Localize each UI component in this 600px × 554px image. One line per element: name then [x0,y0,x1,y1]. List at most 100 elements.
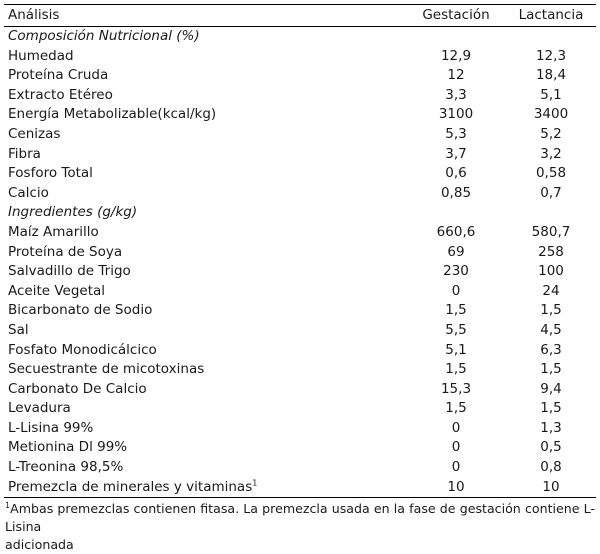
section-row-composicion: Composición Nutricional (%) [4,27,596,47]
table-row: Secuestrante de micotoxinas 1,5 1,5 [4,360,596,380]
row-lactancia: 3,2 [540,145,562,162]
footnote-text-1: Ambas premezclas contienen fitasa. La pr… [5,501,595,534]
row-gestacion: 10 [447,478,465,495]
table-row: Humedad 12,9 12,3 [4,47,596,67]
row-gestacion: 5,5 [445,321,467,338]
row-lactancia: 5,2 [540,125,562,142]
row-gestacion: 0 [451,439,461,456]
row-lactancia: 24 [542,282,560,299]
table-row: Fosforo Total 0,6 0,58 [4,164,596,184]
row-gestacion: 69 [447,243,465,260]
row-lactancia: 6,3 [540,341,562,358]
row-gestacion: 0,85 [440,184,472,201]
section-title-composicion: Composición Nutricional (%) [8,28,200,44]
row-label: Salvadillo de Trigo [8,263,131,280]
row-lactancia: 0,5 [540,439,562,456]
table-row: Fibra 3,7 3,2 [4,145,596,165]
row-label: Levadura [8,400,71,417]
row-label: Sal [8,321,29,338]
row-gestacion: 1,5 [445,361,467,378]
row-label: Premezcla de minerales y vitaminas1 [4,478,406,498]
footnote-line-1: 1Ambas premezclas contienen fitasa. La p… [5,500,595,536]
row-lactancia: 100 [538,263,564,280]
row-label: Metionina Dl 99% [8,439,128,456]
row-label: L-Treonina 98,5% [8,459,124,476]
row-gestacion: 3,3 [445,86,467,103]
row-gestacion: 5,1 [445,341,467,358]
row-lactancia: 0,7 [540,184,562,201]
row-label: Secuestrante de micotoxinas [8,361,205,378]
row-gestacion: 0 [451,282,461,299]
row-lactancia: 10 [542,478,560,495]
row-gestacion: 5,3 [445,125,467,142]
row-label: Fosfato Monodicálcico [8,341,157,358]
section-title-ingredientes: Ingredientes (g/kg) [8,204,138,221]
table-row: Sal 5,5 4,5 [4,321,596,341]
footnote-line-2: adicionada [5,537,74,552]
row-lactancia: 3400 [533,106,569,123]
row-lactancia: 9,4 [540,380,562,397]
row-label-text: Premezcla de minerales y vitaminas [8,478,253,495]
table-row: Proteína Cruda 12 18,4 [4,66,596,86]
row-label: Calcio [8,184,49,201]
table-row: Energía Metabolizable(kcal/kg) 3100 3400 [4,105,596,125]
row-lactancia: 1,5 [540,302,562,319]
table-row: Bicarbonato de Sodio 1,5 1,5 [4,301,596,321]
row-label: Extracto Etéreo [8,86,113,103]
row-gestacion: 1,5 [445,302,467,319]
row-lactancia: 580,7 [531,223,571,240]
row-lactancia: 18,4 [535,67,567,84]
row-gestacion: 3100 [438,106,474,123]
footnote-number: 1 [5,500,11,510]
section-row-ingredientes: Ingredientes (g/kg) [4,203,596,223]
table-row: Cenizas 5,3 5,2 [4,125,596,145]
footnote-marker: 1 [252,478,258,488]
row-label: Fibra [8,145,41,162]
row-gestacion: 660,6 [436,223,476,240]
row-gestacion: 0,6 [445,165,467,182]
row-label: Proteína Cruda [8,67,109,84]
table-row: Maíz Amarillo 660,6 580,7 [4,223,596,243]
table-row: Proteína de Soya 69 258 [4,243,596,263]
table-footnote: 1Ambas premezclas contienen fitasa. La p… [5,500,595,554]
header-row: Análisis Gestación Lactancia [4,4,596,27]
table-row: Calcio 0,85 0,7 [4,184,596,204]
row-gestacion: 230 [443,263,469,280]
row-lactancia: 258 [538,243,564,260]
row-label: Energía Metabolizable(kcal/kg) [8,106,217,123]
row-lactancia: 0,8 [540,459,562,476]
row-gestacion: 1,5 [445,400,467,417]
row-lactancia: 1,5 [540,361,562,378]
row-label: Bicarbonato de Sodio [8,302,153,319]
row-label: Proteína de Soya [8,243,123,260]
row-gestacion: 3,7 [445,145,467,162]
row-label: L-Lisina 99% [8,419,94,436]
table-row: Carbonato De Calcio 15,3 9,4 [4,380,596,400]
document-page: Análisis Gestación Lactancia Composición… [4,4,596,552]
table-row: Premezcla de minerales y vitaminas1 10 1… [4,478,596,498]
table-body: Composición Nutricional (%) Humedad 12,9… [4,27,596,498]
row-label: Cenizas [8,125,61,142]
table-header: Análisis Gestación Lactancia [4,4,596,27]
table-row: Fosfato Monodicálcico 5,1 6,3 [4,341,596,361]
table-row: L-Treonina 98,5% 0 0,8 [4,458,596,478]
row-lactancia: 1,3 [540,419,562,436]
row-lactancia: 12,3 [535,47,567,64]
row-lactancia: 5,1 [540,86,562,103]
row-label: Aceite Vegetal [8,282,106,299]
row-label: Maíz Amarillo [8,223,99,240]
row-gestacion: 15,3 [440,380,472,397]
row-label: Carbonato De Calcio [8,380,147,397]
row-lactancia: 0,58 [535,165,567,182]
table-row: L-Lisina 99% 0 1,3 [4,419,596,439]
row-gestacion: 0 [451,459,461,476]
row-gestacion: 12 [447,67,465,84]
row-label: Fosforo Total [8,165,93,182]
table-row: Metionina Dl 99% 0 0,5 [4,438,596,458]
row-lactancia: 1,5 [540,400,562,417]
table-row: Extracto Etéreo 3,3 5,1 [4,86,596,106]
row-gestacion: 12,9 [440,47,472,64]
nutrition-table: Análisis Gestación Lactancia Composición… [4,4,596,498]
row-gestacion: 0 [451,419,461,436]
header-lactancia: Lactancia [518,7,584,23]
